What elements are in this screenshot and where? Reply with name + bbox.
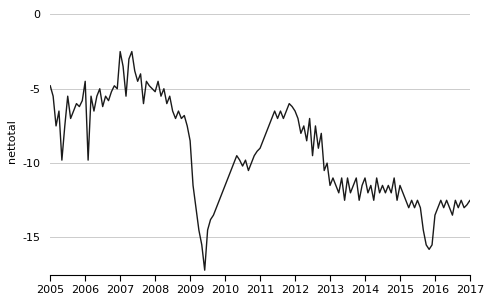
Y-axis label: nettotal: nettotal bbox=[7, 119, 17, 163]
